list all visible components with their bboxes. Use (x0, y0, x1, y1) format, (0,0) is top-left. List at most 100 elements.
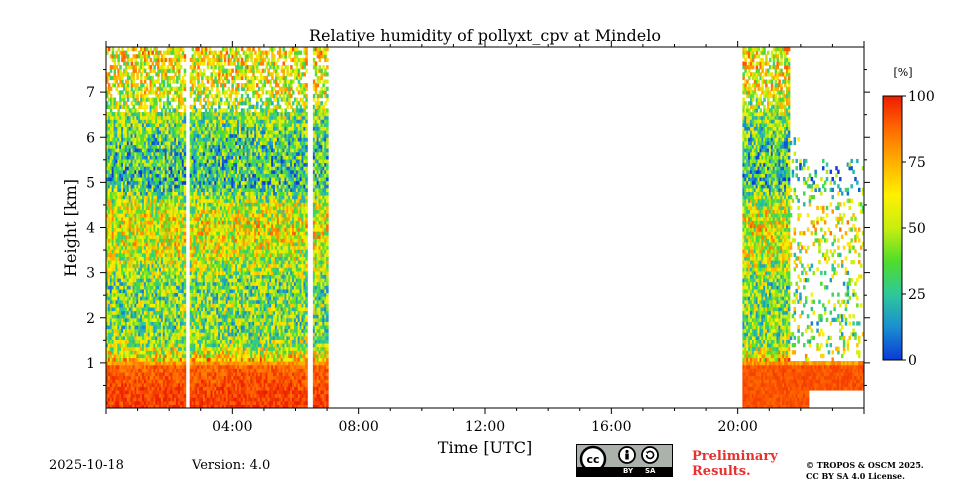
heatmap-cell (160, 400, 164, 405)
heatmap-cell (142, 350, 145, 355)
heatmap-cell (138, 234, 141, 239)
heatmap-cell (172, 130, 175, 135)
heatmap-cell (128, 350, 132, 355)
heatmap-cell (124, 303, 128, 308)
heatmap-cell (159, 382, 162, 387)
heatmap-cell (147, 375, 151, 380)
heatmap-cell (199, 148, 202, 153)
heatmap-cell (136, 288, 139, 294)
heatmap-cell (124, 332, 128, 337)
heatmap-cell (183, 339, 187, 344)
heatmap-cell (113, 296, 117, 301)
heatmap-cell (164, 75, 168, 81)
heatmap-cell (126, 267, 130, 272)
heatmap-cell (117, 216, 120, 221)
heatmap-cell (199, 213, 202, 218)
heatmap-cell (115, 343, 118, 348)
heatmap-cell (117, 231, 120, 236)
heatmap-cell (160, 205, 164, 211)
heatmap-cell (151, 209, 154, 214)
heatmap-cell (199, 209, 202, 214)
heatmap-cell (107, 263, 111, 268)
heatmap-cell (166, 173, 170, 178)
heatmap-cell (149, 321, 153, 326)
heatmap-cell (170, 227, 173, 232)
heatmap-cell (191, 299, 195, 304)
heatmap-cell (128, 245, 132, 250)
heatmap-cell (126, 231, 130, 236)
heatmap-cell (181, 122, 185, 128)
heatmap-cell (106, 328, 109, 333)
heatmap-cell (124, 361, 128, 366)
heatmap-cell (151, 83, 154, 88)
heatmap-cell (172, 321, 175, 326)
heatmap-cell (140, 173, 143, 178)
heatmap-cell (157, 270, 160, 276)
heatmap-cell (178, 389, 181, 395)
heatmap-cell (191, 241, 195, 247)
heatmap-cell (151, 173, 154, 178)
heatmap-cell (106, 209, 109, 214)
heatmap-cell (143, 241, 147, 247)
heatmap-cell (162, 245, 166, 250)
heatmap-cell (113, 343, 117, 348)
heatmap-cell (106, 195, 109, 200)
heatmap-cell (197, 227, 200, 232)
heatmap-cell (193, 176, 196, 182)
heatmap-cell (166, 379, 170, 384)
heatmap-cell (140, 267, 143, 272)
heatmap-cell (172, 350, 175, 355)
heatmap-cell (128, 339, 132, 344)
heatmap-cell (183, 205, 187, 211)
heatmap-cell (115, 249, 118, 254)
heatmap-cell (130, 368, 134, 373)
heatmap-cell (109, 111, 113, 117)
heatmap-cell (157, 357, 160, 362)
heatmap-cell (162, 180, 166, 185)
heatmap-cell (204, 47, 208, 52)
heatmap-cell (178, 187, 181, 192)
heatmap-cell (189, 324, 193, 330)
heatmap-cell (143, 263, 147, 268)
heatmap-cell (117, 108, 120, 113)
heatmap-cell (183, 245, 187, 250)
heatmap-cell (174, 299, 177, 304)
heatmap-cell (136, 148, 139, 153)
heatmap-cell (123, 198, 126, 203)
heatmap-cell (132, 249, 136, 254)
heatmap-cell (201, 386, 204, 391)
heatmap-cell (142, 205, 145, 211)
heatmap-cell (128, 234, 132, 239)
heatmap-cell (189, 104, 193, 109)
heatmap-cell (181, 364, 185, 369)
heatmap-cell (174, 162, 177, 167)
heatmap-cell (170, 191, 173, 196)
heatmap-cell (201, 379, 204, 384)
heatmap-cell (143, 364, 147, 369)
heatmap-cell (130, 122, 134, 128)
heatmap-cell (134, 61, 137, 66)
heatmap-cell (162, 223, 166, 229)
heatmap-cell (181, 314, 185, 319)
heatmap-cell (183, 238, 187, 243)
heatmap-cell (138, 86, 141, 91)
heatmap-cell (178, 173, 181, 178)
heatmap-cell (176, 57, 179, 63)
heatmap-cell (121, 361, 124, 366)
heatmap-cell (142, 404, 145, 408)
heatmap-cell (195, 397, 198, 402)
heatmap-cell (124, 111, 128, 117)
heatmap-cell (121, 389, 124, 395)
heatmap-cell (134, 155, 137, 160)
heatmap-cell (140, 259, 143, 265)
heatmap-cell (123, 375, 126, 380)
heatmap-cell (119, 130, 122, 135)
heatmap-cell (159, 155, 162, 160)
heatmap-cell (113, 137, 117, 142)
heatmap-cell (172, 382, 175, 387)
heatmap-cell (176, 285, 179, 290)
heatmap-cell (153, 357, 156, 362)
heatmap-cell (174, 184, 177, 189)
heatmap-cell (113, 274, 117, 279)
heatmap-cell (151, 216, 154, 221)
